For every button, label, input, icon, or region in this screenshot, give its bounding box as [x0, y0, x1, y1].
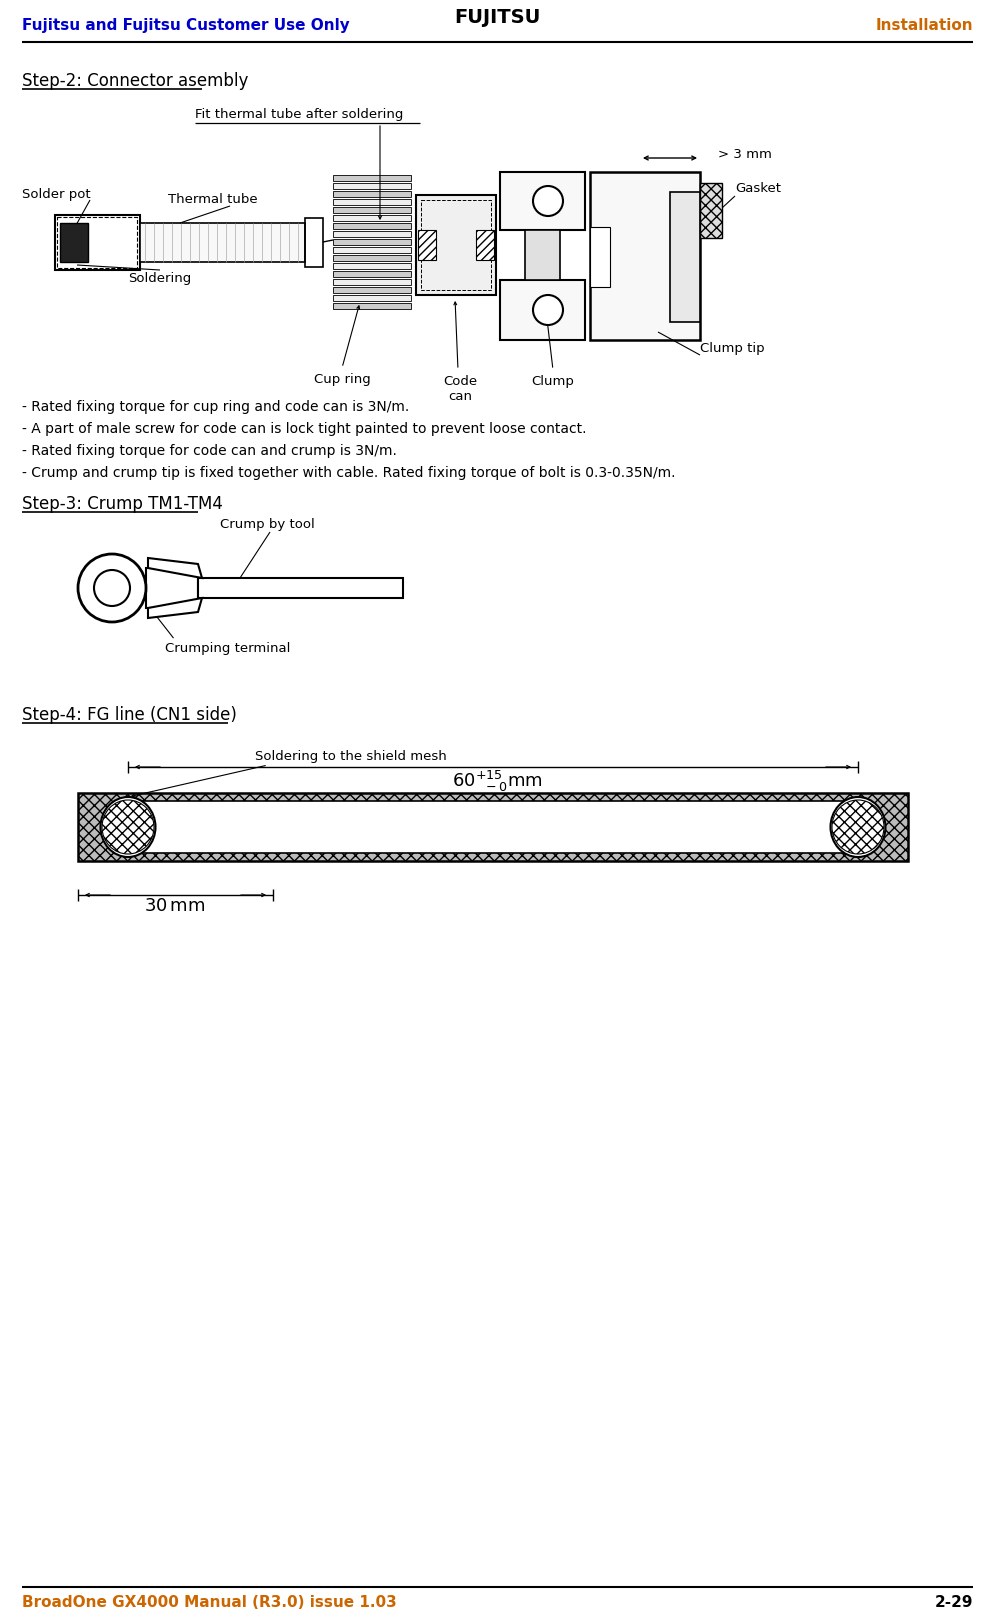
Bar: [57, 217, 137, 267]
Bar: [333, 175, 411, 182]
Bar: [333, 303, 411, 310]
Bar: [333, 271, 411, 277]
Bar: [333, 238, 411, 245]
Bar: [60, 224, 87, 263]
Circle shape: [533, 186, 563, 216]
Bar: [128, 801, 857, 853]
Bar: [333, 287, 411, 293]
Text: > 3 mm: > 3 mm: [718, 148, 771, 160]
Polygon shape: [148, 598, 202, 618]
Text: Installation: Installation: [875, 18, 972, 32]
Bar: [78, 793, 908, 861]
Text: - Rated fixing torque for cup ring and code can is 3N/m.: - Rated fixing torque for cup ring and c…: [22, 400, 409, 413]
Bar: [333, 183, 411, 190]
Circle shape: [78, 554, 146, 622]
Bar: [146, 567, 198, 608]
Ellipse shape: [102, 801, 154, 854]
Text: Crump by tool: Crump by tool: [220, 519, 314, 532]
Bar: [333, 207, 411, 212]
Text: FUJITSU: FUJITSU: [453, 8, 540, 28]
Bar: [415, 195, 495, 295]
Bar: [333, 216, 411, 220]
Text: BroadOne GX4000 Manual (R3.0) issue 1.03: BroadOne GX4000 Manual (R3.0) issue 1.03: [22, 1595, 397, 1610]
Text: Cup ring: Cup ring: [313, 373, 370, 386]
Bar: [500, 172, 584, 230]
Bar: [333, 191, 411, 198]
Bar: [333, 263, 411, 269]
Text: Fujitsu and Fujitsu Customer Use Only: Fujitsu and Fujitsu Customer Use Only: [22, 18, 350, 32]
Bar: [198, 579, 403, 598]
Text: Clump: Clump: [531, 374, 574, 387]
Text: - Rated fixing torque for code can and crump is 3N/m.: - Rated fixing torque for code can and c…: [22, 444, 397, 459]
Bar: [305, 217, 323, 267]
Bar: [589, 172, 700, 340]
Bar: [333, 254, 411, 261]
Bar: [333, 224, 411, 229]
Text: Soldering to the shield mesh: Soldering to the shield mesh: [254, 751, 446, 763]
Bar: [589, 227, 609, 287]
Text: - Crump and crump tip is fixed together with cable. Rated fixing torque of bolt : - Crump and crump tip is fixed together …: [22, 465, 675, 480]
Circle shape: [533, 295, 563, 324]
Bar: [500, 280, 584, 340]
Ellipse shape: [100, 798, 155, 858]
Text: Step-4: FG line (CN1 side): Step-4: FG line (CN1 side): [22, 707, 237, 725]
Bar: [140, 224, 305, 263]
Bar: [417, 230, 435, 259]
Text: Clump tip: Clump tip: [700, 342, 763, 355]
Text: 2-29: 2-29: [933, 1595, 972, 1610]
Polygon shape: [148, 558, 202, 579]
Text: Soldering: Soldering: [128, 272, 191, 285]
Text: $60^{+15}_{\ \ -0}$mm: $60^{+15}_{\ \ -0}$mm: [451, 768, 542, 794]
Bar: [333, 295, 411, 302]
Bar: [700, 183, 722, 238]
Bar: [525, 230, 560, 280]
Text: Fit thermal tube after soldering: Fit thermal tube after soldering: [195, 109, 403, 122]
Bar: [333, 279, 411, 285]
Text: Solder pot: Solder pot: [22, 188, 90, 201]
Text: Crumping terminal: Crumping terminal: [165, 642, 290, 655]
Bar: [333, 199, 411, 204]
Text: Step-3: Crump TM1-TM4: Step-3: Crump TM1-TM4: [22, 494, 223, 512]
Bar: [333, 246, 411, 253]
Ellipse shape: [831, 801, 883, 854]
Text: Thermal tube: Thermal tube: [168, 193, 257, 206]
Circle shape: [93, 571, 130, 606]
Text: - A part of male screw for code can is lock tight painted to prevent loose conta: - A part of male screw for code can is l…: [22, 421, 585, 436]
Text: Step-2: Connector asembly: Step-2: Connector asembly: [22, 71, 248, 91]
Bar: [669, 191, 700, 323]
Ellipse shape: [830, 798, 885, 858]
Bar: [333, 232, 411, 237]
Bar: [475, 230, 493, 259]
Text: Gasket: Gasket: [735, 182, 780, 195]
Bar: [55, 216, 140, 271]
Text: $30\,\mathrm{mm}$: $30\,\mathrm{mm}$: [144, 896, 206, 914]
Text: Code
can: Code can: [442, 374, 476, 404]
Bar: [420, 199, 490, 290]
